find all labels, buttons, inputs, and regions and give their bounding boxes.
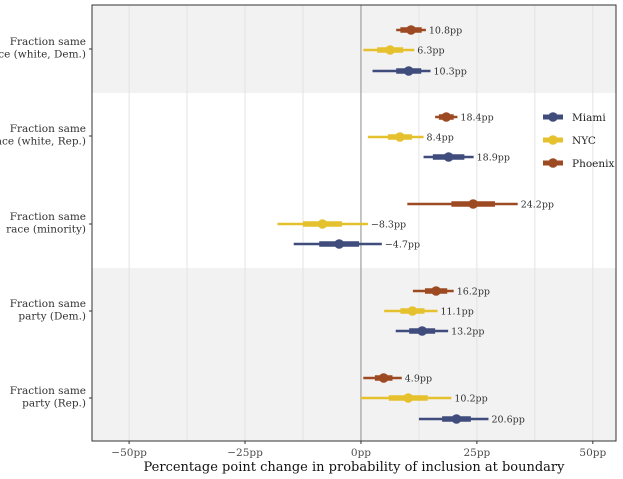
group-band-5 <box>92 355 616 441</box>
y-tick-label: Fraction same race (minority) <box>6 211 86 236</box>
data-label-miami: 18.9pp <box>477 153 510 164</box>
x-tick-label: 50pp <box>579 447 606 459</box>
x-tick-label: 0pp <box>351 447 371 459</box>
data-label-miami: 20.6pp <box>491 415 524 426</box>
x-axis: −50pp −25pp 0pp 25pp 50pp <box>111 441 606 459</box>
group-band-1 <box>92 5 616 93</box>
y-tick-label: Fraction same party (Rep.) <box>10 385 86 410</box>
point-estimate-phoenix <box>468 199 478 209</box>
point-estimate-nyc <box>395 132 405 142</box>
point-estimate-phoenix <box>378 373 389 383</box>
data-label-phoenix: 16.2pp <box>457 287 490 298</box>
point-estimate-phoenix <box>431 286 441 296</box>
legend-marker-miami <box>548 112 558 122</box>
point-estimate-nyc <box>385 45 395 55</box>
data-label-nyc: −8.3pp <box>371 220 406 231</box>
legend-label-nyc: NYC <box>572 135 596 147</box>
data-label-nyc: 10.2pp <box>454 394 487 405</box>
legend-marker-nyc <box>548 135 558 145</box>
group-bands <box>92 5 616 441</box>
point-estimate-nyc <box>403 393 414 403</box>
data-label-phoenix: 4.9pp <box>405 374 432 385</box>
point-estimate-miami <box>334 239 344 249</box>
data-label-nyc: 11.1pp <box>440 307 473 318</box>
x-tick-label: −25pp <box>227 447 263 459</box>
data-label-nyc: 8.4pp <box>427 133 454 144</box>
legend-label-miami: Miami <box>572 112 606 124</box>
point-estimate-miami <box>443 152 454 162</box>
x-axis-title: Percentage point change in probability o… <box>144 460 566 475</box>
data-label-phoenix: 10.8pp <box>429 26 462 37</box>
point-estimate-nyc <box>317 219 328 229</box>
data-label-phoenix: 24.2pp <box>521 200 554 211</box>
data-label-miami: 13.2pp <box>451 327 484 338</box>
x-tick-label: 25pp <box>463 447 490 459</box>
data-marks: 10.8pp 6.3pp 10.3pp 18.4pp 8.4pp 18.9pp 24.2pp… <box>277 25 554 426</box>
group-band-4 <box>92 268 616 355</box>
legend: Miami NYC Phoenix <box>543 112 614 170</box>
y-tick-label: Fraction same race (white, Rep.) <box>0 123 86 148</box>
point-estimate-phoenix <box>406 25 416 35</box>
point-estimate-miami <box>403 66 414 76</box>
data-label-miami: 10.3pp <box>434 67 467 78</box>
point-estimate-miami <box>451 414 462 424</box>
plot-frame <box>91 4 617 442</box>
y-tick-label: Fraction same party (Dem.) <box>10 298 86 323</box>
legend-label-phoenix: Phoenix <box>572 158 614 170</box>
data-label-miami: −4.7pp <box>385 240 420 251</box>
data-label-nyc: 6.3pp <box>417 46 444 57</box>
point-estimate-miami <box>417 326 427 336</box>
data-label-phoenix: 18.4pp <box>460 113 493 124</box>
legend-marker-phoenix <box>548 158 558 168</box>
point-estimate-nyc <box>407 306 418 316</box>
point-estimate-phoenix <box>441 112 452 122</box>
x-tick-label: −50pp <box>111 447 147 459</box>
